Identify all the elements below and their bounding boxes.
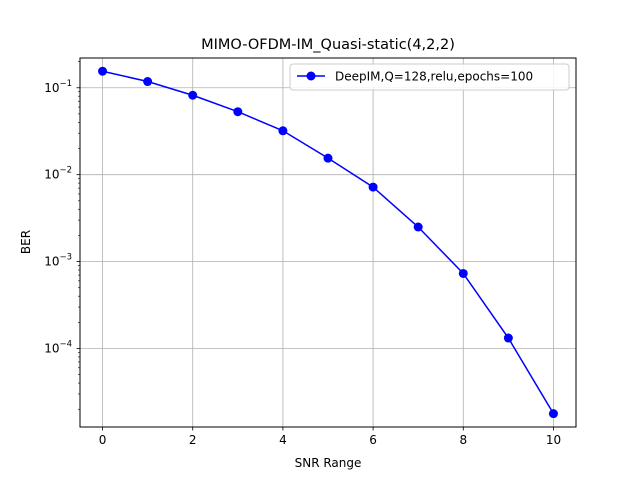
- data-point: [278, 126, 288, 136]
- y-tick-label: 10−2: [44, 166, 72, 182]
- legend: DeepIM,Q=128,relu,epochs=100: [289, 63, 570, 91]
- legend-entry-label: DeepIM,Q=128,relu,epochs=100: [335, 70, 533, 84]
- x-tick-label: 0: [99, 433, 107, 447]
- y-tick-exponent: −2: [59, 166, 72, 176]
- plot-frame: [79, 57, 577, 428]
- y-tick-base: 10: [44, 255, 59, 269]
- data-point: [188, 90, 198, 100]
- data-point: [98, 66, 108, 76]
- y-tick-exponent: −3: [59, 253, 72, 263]
- x-tick-label: 8: [459, 433, 467, 447]
- y-tick-label: 10−4: [44, 340, 72, 356]
- data-point: [368, 182, 378, 192]
- data-point: [323, 153, 333, 163]
- data-point: [458, 268, 468, 278]
- y-tick-exponent: −4: [59, 340, 72, 350]
- y-tick-base: 10: [44, 81, 59, 95]
- x-axis-label: SNR Range: [295, 456, 362, 470]
- data-point: [143, 77, 153, 87]
- y-tick-base: 10: [44, 168, 59, 182]
- data-point: [503, 333, 513, 343]
- y-tick-base: 10: [44, 342, 59, 356]
- x-tick-label: 2: [189, 433, 197, 447]
- data-point: [413, 222, 423, 232]
- data-point: [548, 409, 558, 419]
- legend-box: [289, 63, 570, 91]
- legend-marker: [306, 71, 316, 81]
- data-point: [233, 107, 243, 117]
- y-axis-label: BER: [19, 230, 33, 254]
- y-axis-ticks: 10−410−310−210−1: [44, 79, 80, 356]
- x-axis-ticks: 0 2 4 6 8 10: [99, 427, 561, 447]
- x-tick-label: 4: [279, 433, 287, 447]
- x-tick-label: 6: [369, 433, 377, 447]
- y-tick-exponent: −1: [59, 79, 72, 89]
- y-tick-label: 10−3: [44, 253, 72, 269]
- series-layer: [98, 66, 558, 419]
- y-tick-label: 10−1: [44, 79, 72, 95]
- chart-title: MIMO-OFDM-IM_Quasi-static(4,2,2): [201, 37, 455, 53]
- x-tick-label: 10: [546, 433, 561, 447]
